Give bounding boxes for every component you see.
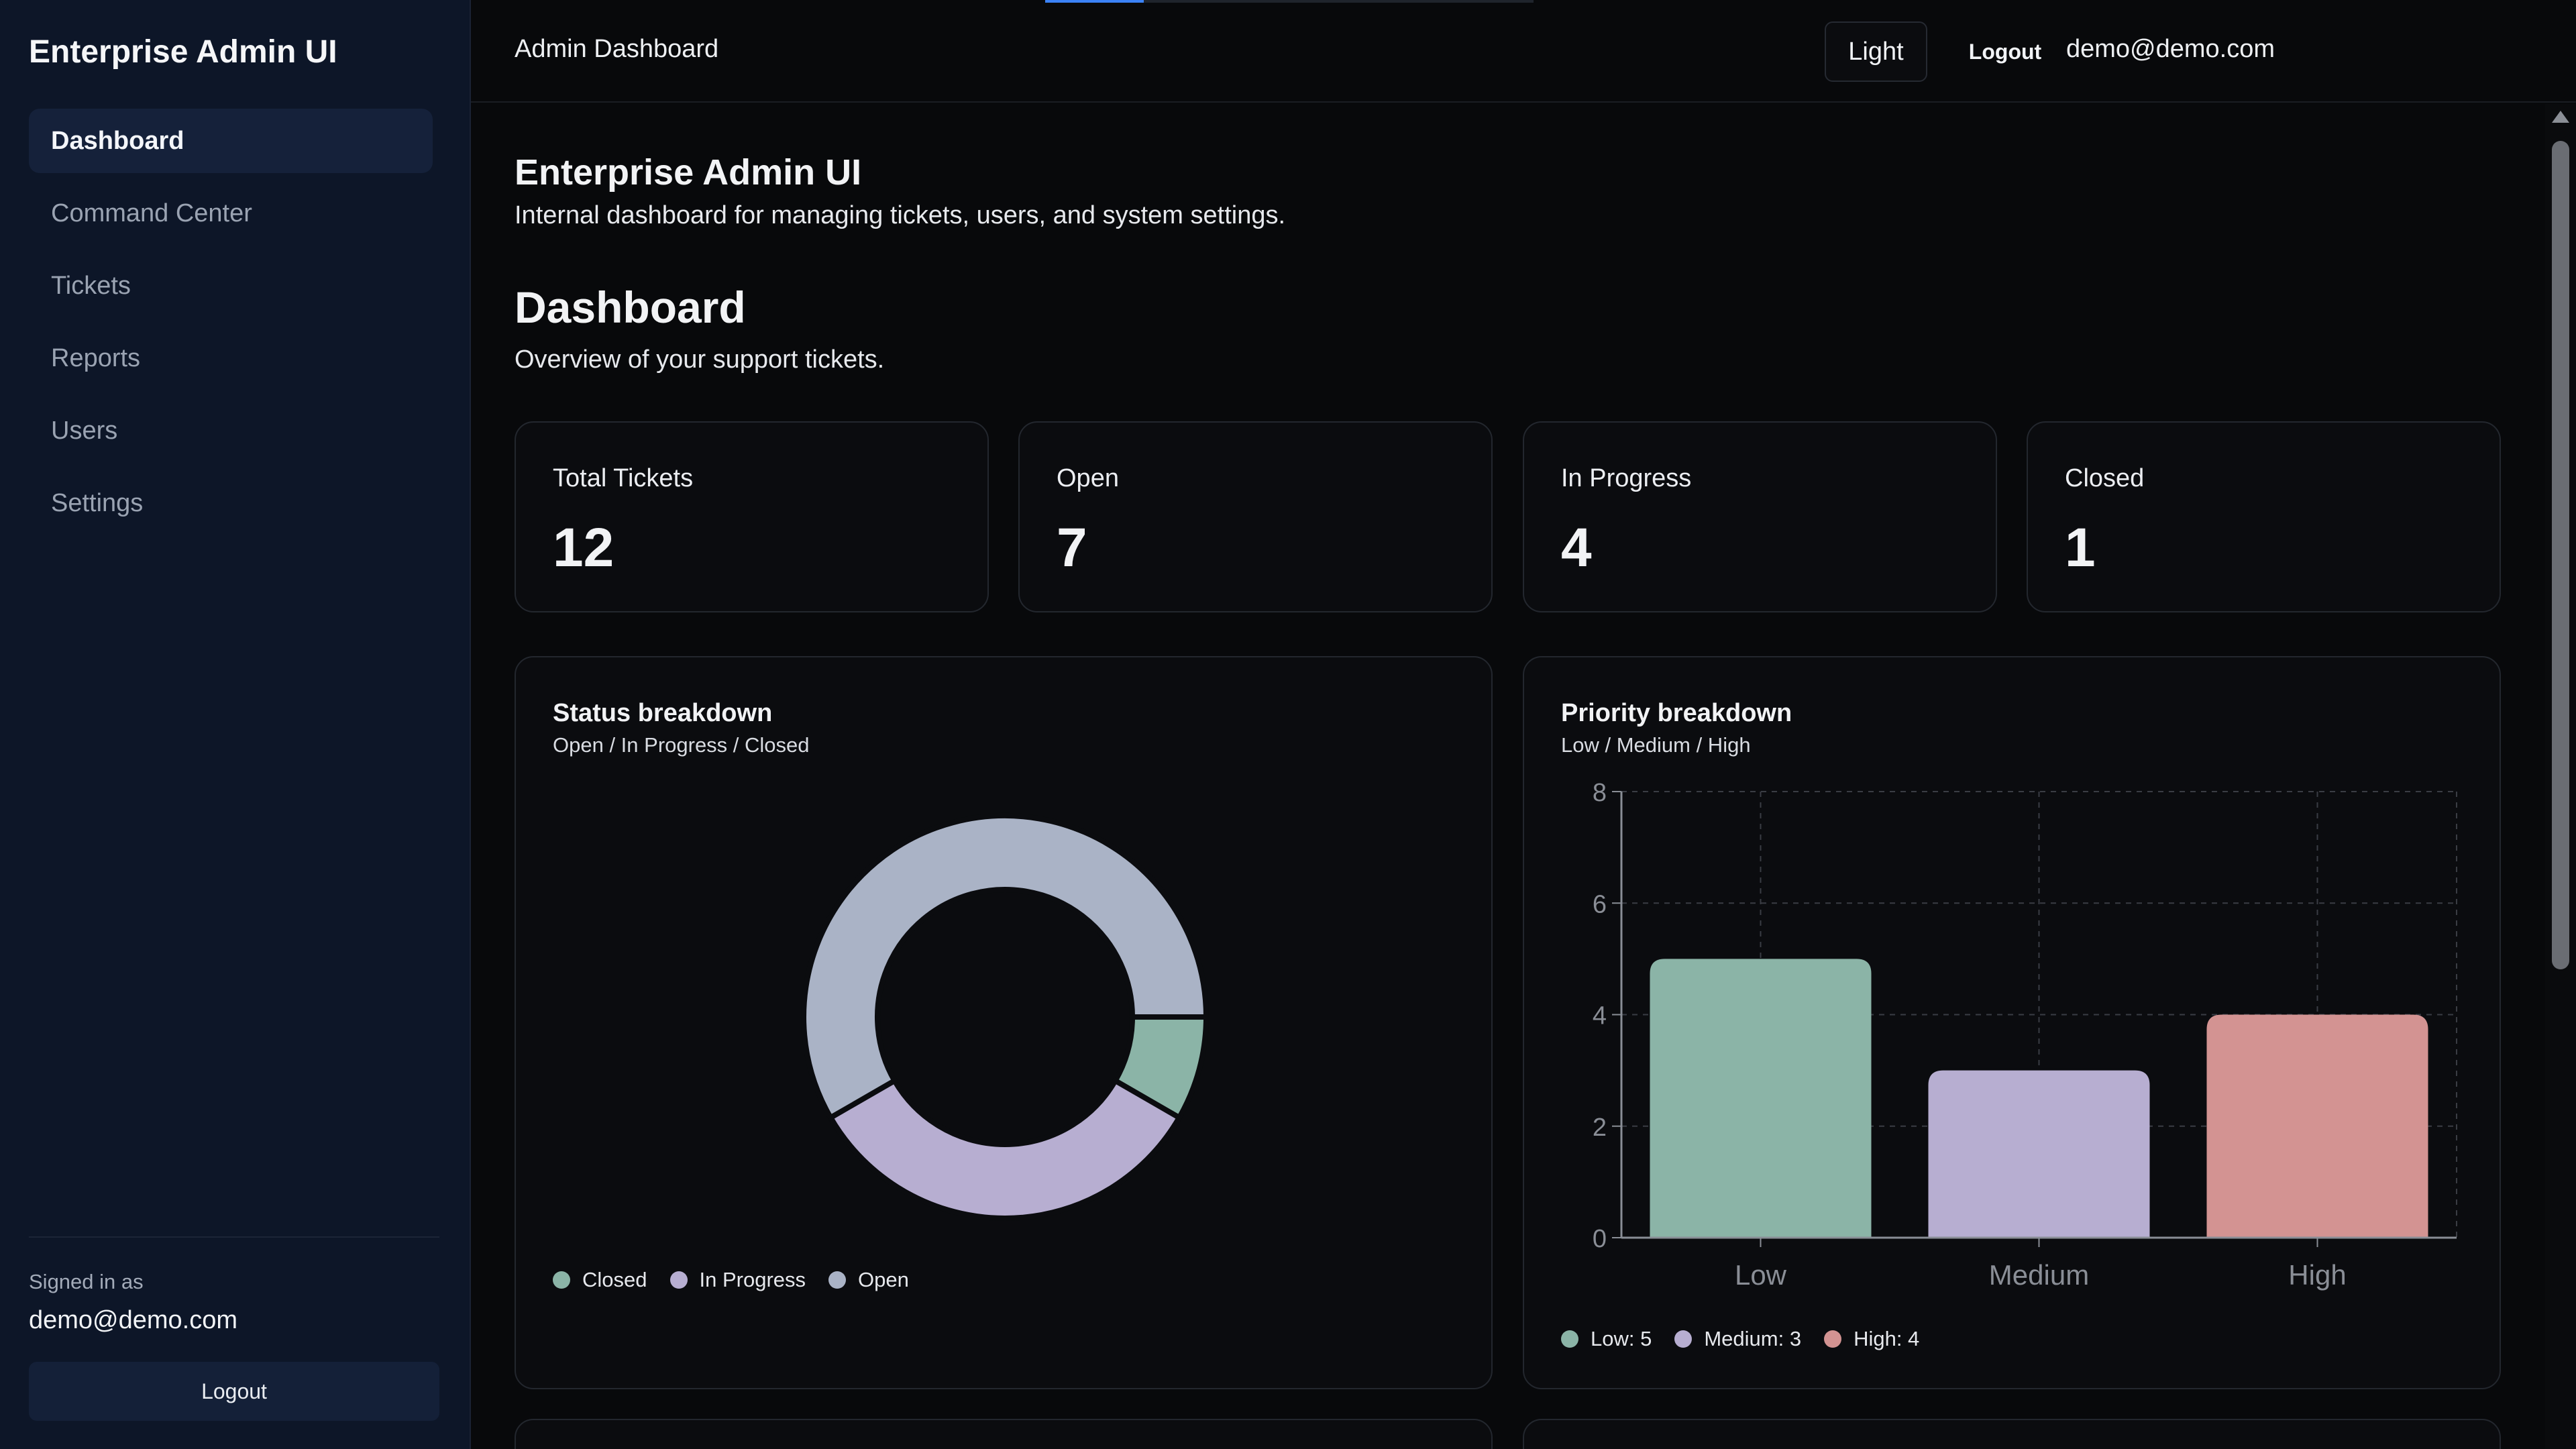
donut-slice-open[interactable] bbox=[801, 813, 1210, 1122]
sidebar-item-tickets[interactable]: Tickets bbox=[51, 272, 131, 300]
bar-medium[interactable] bbox=[1928, 1070, 2150, 1238]
sidebar-item-users[interactable]: Users bbox=[51, 417, 118, 445]
topbar: Admin Dashboard demo@demo.com bbox=[471, 0, 2576, 103]
legend-dot bbox=[1674, 1330, 1693, 1348]
stat-value: 7 bbox=[1057, 517, 1087, 578]
stat-label: Closed bbox=[2065, 464, 2145, 492]
next-card-right bbox=[1523, 1419, 2501, 1449]
legend-item-low[interactable]: Low: 5 bbox=[1561, 1327, 1652, 1351]
app-title: Enterprise Admin UI bbox=[515, 152, 862, 193]
signed-in-email: demo@demo.com bbox=[29, 1306, 238, 1334]
legend-item-in-progress[interactable]: In Progress bbox=[669, 1268, 806, 1292]
chart-subtitle: Low / Medium / High bbox=[1561, 733, 1751, 757]
legend-item-open[interactable]: Open bbox=[828, 1268, 909, 1292]
legend-label: In Progress bbox=[699, 1268, 806, 1291]
status-legend: Closed In Progress Open bbox=[553, 1268, 909, 1292]
bar-low[interactable] bbox=[1650, 959, 1872, 1238]
donut-slice-in-progress[interactable] bbox=[826, 1077, 1183, 1221]
loading-progress-fill bbox=[1045, 0, 1144, 3]
status-breakdown-card: Status breakdown Open / In Progress / Cl… bbox=[515, 656, 1493, 1389]
sidebar-item-command-center[interactable]: Command Center bbox=[51, 199, 252, 227]
next-card-left bbox=[515, 1419, 1493, 1449]
sidebar-item-reports[interactable]: Reports bbox=[51, 344, 141, 372]
page-subtitle: Overview of your support tickets. bbox=[515, 345, 885, 374]
legend-label: Closed bbox=[582, 1268, 647, 1291]
y-tick-label: 0 bbox=[1593, 1225, 1607, 1253]
sidebar-item-settings[interactable]: Settings bbox=[51, 489, 144, 517]
sidebar-nav: Dashboard Command Center Tickets Reports… bbox=[29, 109, 433, 543]
chart-title: Status breakdown bbox=[553, 699, 773, 727]
x-tick-label: Low bbox=[1735, 1259, 1787, 1291]
brand-title: Enterprise Admin UI bbox=[29, 34, 337, 70]
stat-value: 1 bbox=[2065, 517, 2096, 578]
y-tick-label: 2 bbox=[1593, 1114, 1607, 1142]
scrollbar-thumb[interactable] bbox=[2552, 141, 2569, 969]
legend-item-closed[interactable]: Closed bbox=[553, 1268, 647, 1292]
stat-label: In Progress bbox=[1561, 464, 1692, 492]
chart-subtitle: Open / In Progress / Closed bbox=[553, 733, 810, 757]
legend-item-medium[interactable]: Medium: 3 bbox=[1674, 1327, 1801, 1351]
sidebar: Enterprise Admin UI Dashboard Command Ce… bbox=[0, 0, 471, 1449]
app-subtitle: Internal dashboard for managing tickets,… bbox=[515, 201, 1286, 229]
stat-card-open: Open 7 bbox=[1018, 421, 1493, 612]
legend-dot bbox=[1561, 1330, 1578, 1348]
legend-label: Open bbox=[858, 1268, 909, 1291]
page-title: Dashboard bbox=[515, 282, 746, 332]
y-tick-label: 6 bbox=[1593, 890, 1607, 918]
sidebar-logout-button[interactable]: Logout bbox=[29, 1362, 439, 1421]
x-tick-label: Medium bbox=[1989, 1259, 2089, 1291]
stat-card-total: Total Tickets 12 bbox=[515, 421, 989, 612]
stat-card-in-progress: In Progress 4 bbox=[1523, 421, 1997, 612]
legend-dot bbox=[553, 1271, 570, 1289]
y-tick-label: 4 bbox=[1593, 1002, 1607, 1030]
bar-high[interactable] bbox=[2206, 1014, 2428, 1238]
priority-legend: Low: 5 Medium: 3 High: 4 bbox=[1561, 1327, 1919, 1351]
legend-item-high[interactable]: High: 4 bbox=[1824, 1327, 1919, 1351]
chart-title: Priority breakdown bbox=[1561, 699, 1792, 727]
legend-dot bbox=[669, 1271, 688, 1289]
stat-label: Total Tickets bbox=[553, 464, 694, 492]
sidebar-item-dashboard[interactable]: Dashboard bbox=[29, 109, 433, 173]
theme-toggle-button[interactable]: Light bbox=[1825, 21, 1927, 82]
topbar-logout-button[interactable]: Logout bbox=[1955, 21, 2055, 82]
signed-in-label: Signed in as bbox=[29, 1270, 144, 1293]
legend-label: High: 4 bbox=[1854, 1327, 1920, 1350]
legend-dot bbox=[828, 1271, 847, 1289]
loading-progress-bar bbox=[1045, 0, 1534, 3]
legend-dot bbox=[1824, 1330, 1842, 1348]
topbar-user-email: demo@demo.com bbox=[2065, 35, 2275, 63]
y-tick-label: 8 bbox=[1593, 779, 1607, 807]
sidebar-divider bbox=[29, 1236, 439, 1238]
x-tick-label: High bbox=[2288, 1259, 2346, 1291]
priority-breakdown-card: Priority breakdown Low / Medium / High 0… bbox=[1523, 656, 2501, 1389]
legend-label: Medium: 3 bbox=[1704, 1327, 1802, 1350]
topbar-title: Admin Dashboard bbox=[515, 35, 719, 63]
stat-value: 4 bbox=[1561, 517, 1592, 578]
stat-card-closed: Closed 1 bbox=[2027, 421, 2501, 612]
priority-bar-chart: 0 2 4 6 8 Low Medium High bbox=[1593, 779, 2457, 1291]
stat-label: Open bbox=[1057, 464, 1119, 492]
stat-value: 12 bbox=[553, 517, 614, 578]
scroll-up-arrow-icon[interactable] bbox=[2552, 111, 2569, 123]
legend-label: Low: 5 bbox=[1591, 1327, 1652, 1350]
status-donut-chart bbox=[801, 813, 1210, 1221]
